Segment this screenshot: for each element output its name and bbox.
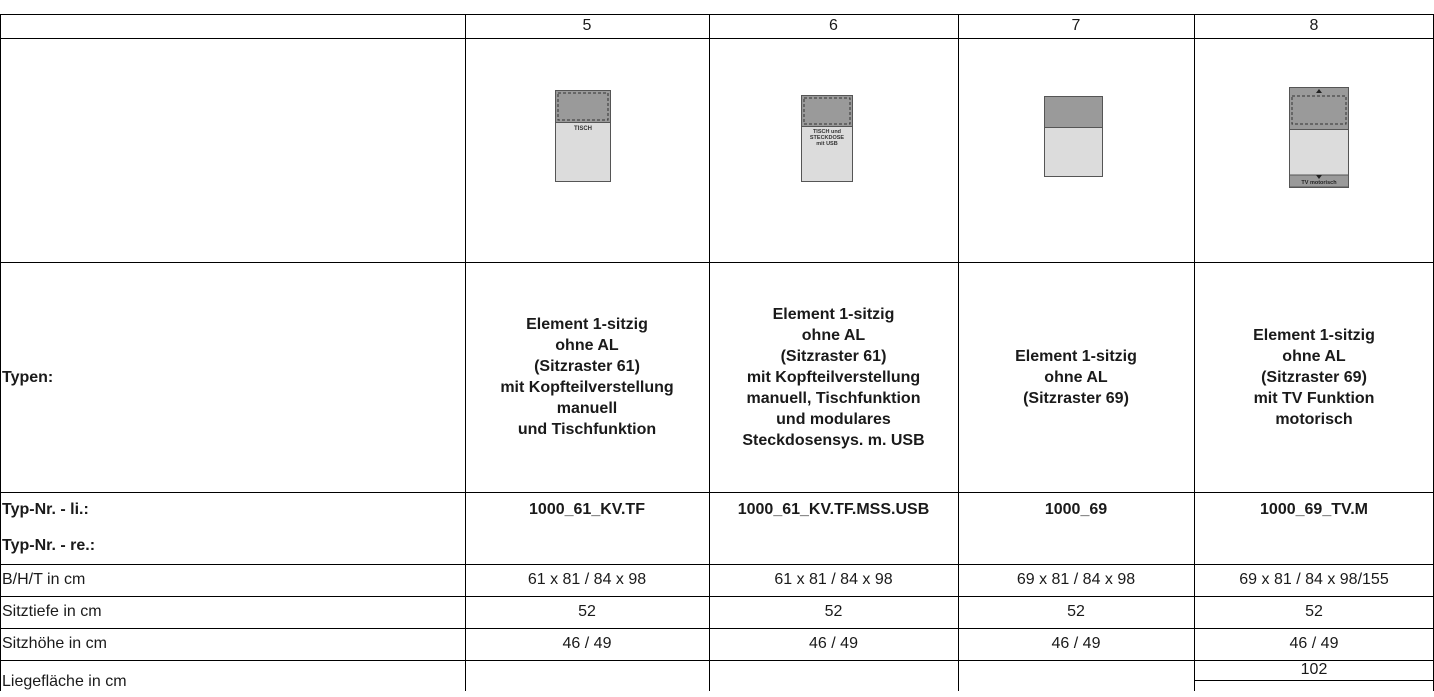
spec-value: 102 bbox=[1300, 661, 1328, 678]
typnr-value: 1000_61_KV.TF bbox=[529, 501, 645, 518]
spec-value: 46 / 49 bbox=[1051, 635, 1101, 652]
column-number-row: 5 6 7 8 bbox=[0, 14, 1434, 38]
spec-value: 61 x 81 / 84 x 98 bbox=[774, 571, 893, 588]
column-number: 8 bbox=[1309, 17, 1319, 34]
image-caption: TISCH bbox=[574, 126, 592, 132]
type-description: Element 1-sitzig ohne AL (Sitzraster 61)… bbox=[500, 316, 674, 438]
element-with-table-icon: TISCH bbox=[555, 90, 611, 182]
spec-value: 46 / 49 bbox=[809, 635, 858, 652]
types-row: Typen: Element 1-sitzig ohne AL (Sitzras… bbox=[0, 262, 1434, 492]
grid-line bbox=[958, 14, 959, 691]
type-description: Element 1-sitzig ohne AL (Sitzraster 61)… bbox=[742, 305, 925, 449]
column-number: 5 bbox=[582, 17, 592, 34]
image-caption: TV motorisch bbox=[1301, 180, 1337, 186]
grid-line bbox=[1194, 680, 1434, 681]
grid-line bbox=[709, 14, 710, 691]
spec-label: B/H/T in cm bbox=[2, 571, 86, 588]
grid-line bbox=[0, 492, 1434, 493]
element-with-table-socket-icon: TISCH und STECKDOSE mit USB bbox=[801, 95, 853, 182]
spec-value: 52 bbox=[578, 603, 596, 620]
spec-row-bht: B/H/T in cm 61 x 81 / 84 x 98 61 x 81 / … bbox=[0, 564, 1434, 596]
grid-line bbox=[0, 628, 1434, 629]
element-tv-motor-icon: TV motorisch bbox=[1289, 87, 1349, 188]
image-row: TISCH TISCH und STECKDOSE mit USB TV mot… bbox=[0, 38, 1434, 262]
spec-label: Sitzhöhe in cm bbox=[2, 635, 107, 652]
spec-value: 52 bbox=[824, 603, 843, 620]
element-plain-icon bbox=[1044, 96, 1103, 177]
spec-value bbox=[465, 660, 709, 691]
column-number: 6 bbox=[829, 17, 838, 34]
grid-line bbox=[0, 596, 1434, 597]
spec-value bbox=[958, 660, 1194, 691]
types-label: Typen: bbox=[2, 368, 54, 386]
typnr-value: 1000_69 bbox=[1044, 501, 1108, 518]
grid-line bbox=[1194, 14, 1195, 691]
grid-line bbox=[0, 14, 1434, 15]
typnr-value: 1000_61_KV.TF.MSS.USB bbox=[737, 501, 930, 518]
grid-line bbox=[0, 564, 1434, 565]
image-caption: TISCH und bbox=[813, 129, 841, 135]
grid-line bbox=[0, 262, 1434, 263]
image-caption: mit USB bbox=[816, 141, 837, 147]
spec-row-liegeflaeche: Liegefläche in cm 102 bbox=[0, 660, 1434, 691]
typnr-li-label: Typ-Nr. - li.: bbox=[2, 501, 89, 518]
spec-value bbox=[709, 660, 958, 691]
spec-value: 52 bbox=[1067, 603, 1085, 620]
grid-line bbox=[0, 38, 1434, 39]
spec-value: 61 x 81 / 84 x 98 bbox=[527, 571, 647, 588]
spec-row-sitzhoehe: Sitzhöhe in cm 46 / 49 46 / 49 46 / 49 4… bbox=[0, 628, 1434, 660]
spec-value: 69 x 81 / 84 x 98 bbox=[1016, 571, 1136, 588]
type-description: Element 1-sitzig ohne AL (Sitzraster 69)… bbox=[1253, 326, 1375, 428]
type-description: Element 1-sitzig ohne AL (Sitzraster 69) bbox=[1015, 347, 1137, 407]
spec-value: 52 bbox=[1305, 603, 1323, 620]
column-number: 7 bbox=[1071, 17, 1081, 34]
image-caption: STECKDOSE bbox=[810, 135, 845, 141]
spec-row-sitztiefe: Sitztiefe in cm 52 52 52 52 bbox=[0, 596, 1434, 628]
grid-line bbox=[0, 14, 1, 691]
typnr-value: 1000_69_TV.M bbox=[1260, 501, 1368, 518]
spec-value: 46 / 49 bbox=[562, 635, 612, 652]
grid-line bbox=[0, 660, 1434, 661]
grid-line bbox=[465, 14, 466, 691]
spec-value: 46 / 49 bbox=[1289, 635, 1339, 652]
typnr-re-label: Typ-Nr. - re.: bbox=[2, 537, 96, 554]
typnr-row: Typ-Nr. - li.: Typ-Nr. - re.: 1000_61_KV… bbox=[0, 492, 1434, 564]
spec-label: Sitztiefe in cm bbox=[2, 603, 102, 620]
spec-value: 69 x 81 / 84 x 98/155 bbox=[1239, 571, 1389, 588]
spec-label: Liegefläche in cm bbox=[2, 672, 127, 690]
